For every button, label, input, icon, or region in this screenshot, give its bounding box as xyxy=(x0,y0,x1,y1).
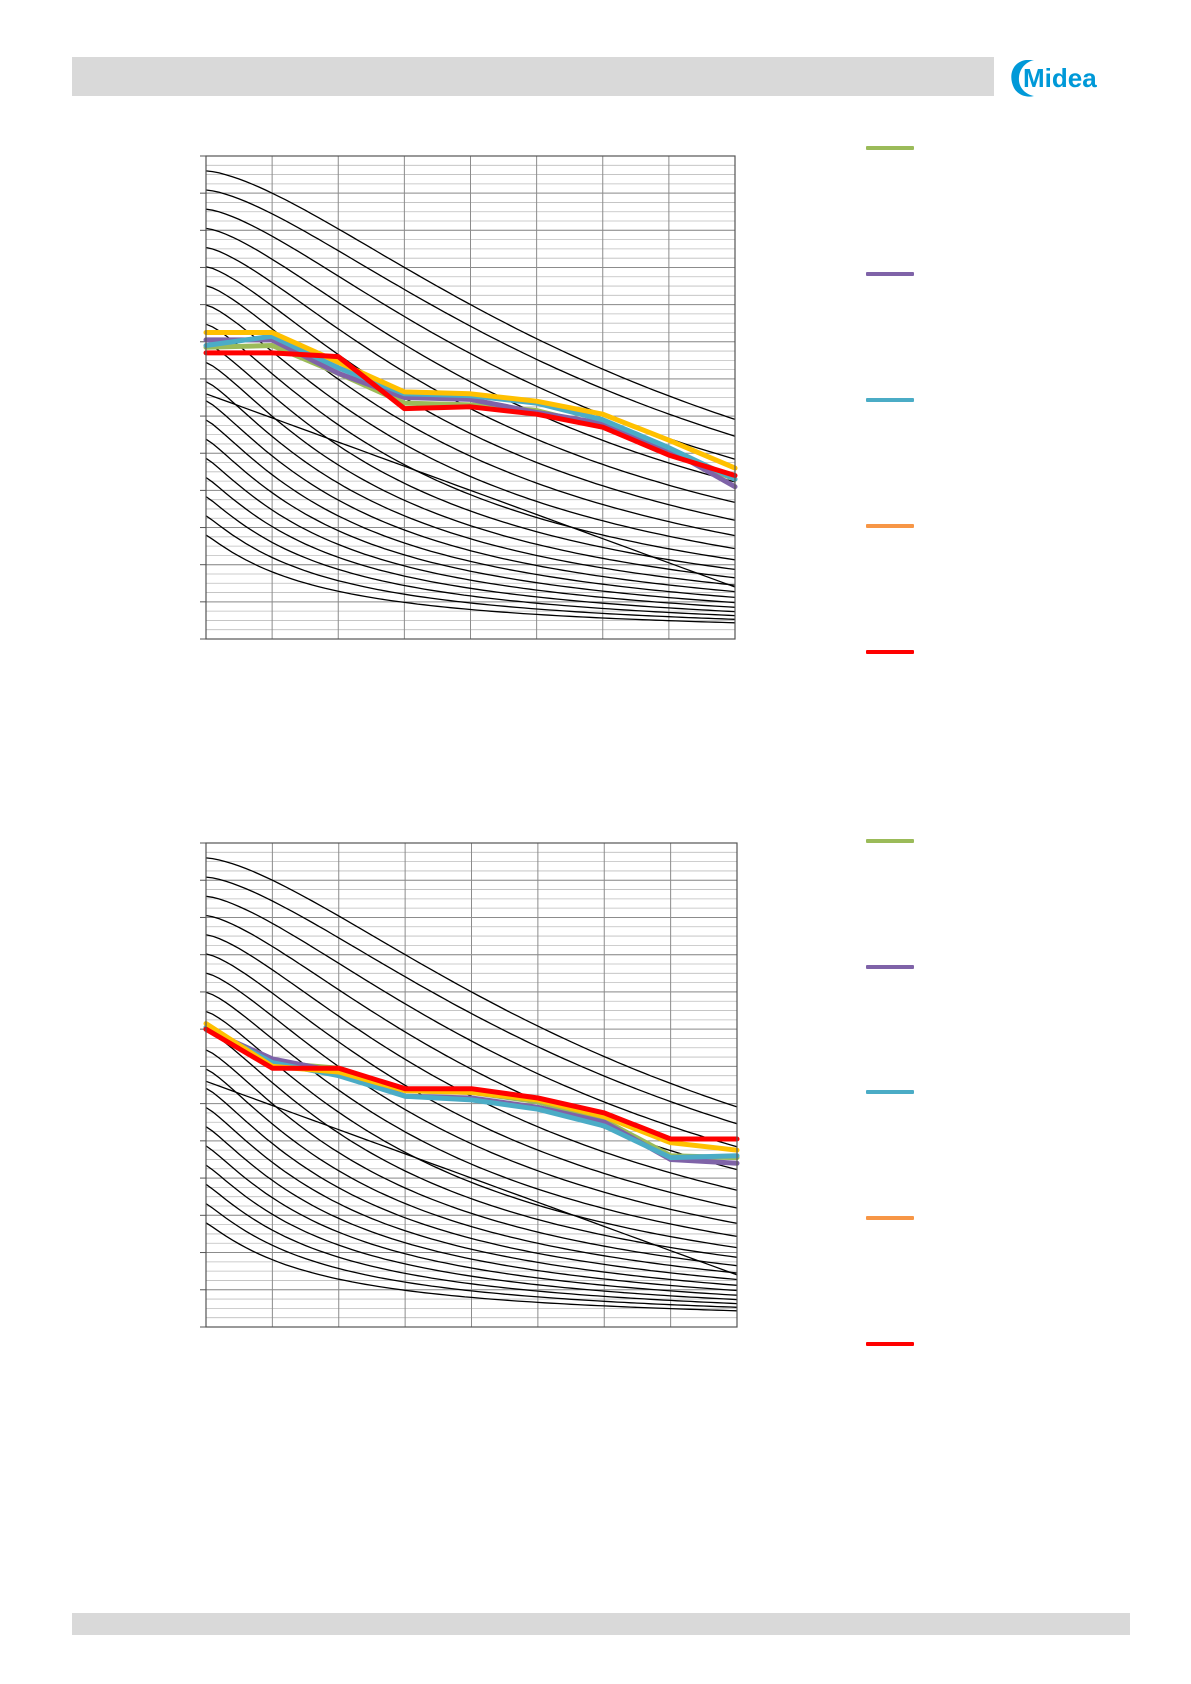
chart-1-background-curve xyxy=(205,393,736,588)
chart-2-background-curve xyxy=(205,953,738,1209)
chart-2-background-curve xyxy=(205,1049,738,1267)
chart-2-background-curve xyxy=(205,1106,738,1286)
chart-2-background-curve xyxy=(205,1010,738,1249)
chart-2-background-curve xyxy=(205,1145,738,1296)
chart-2-background-curve xyxy=(205,1183,738,1305)
chart-2-background-curve xyxy=(205,1222,738,1312)
chart-2-background-curve xyxy=(205,1030,738,1258)
chart-1-background-curve xyxy=(205,400,736,593)
chart-1-background-curve xyxy=(205,476,736,613)
legend-2-series-1 xyxy=(866,839,914,843)
chart-2-series-5-line xyxy=(203,1026,740,1142)
chart-2-background-curve xyxy=(205,1126,738,1292)
chart-2-background-curve xyxy=(205,895,738,1148)
chart-2-background-curve xyxy=(205,972,738,1224)
legend-1-series-4 xyxy=(866,524,914,528)
brand-name: Midea xyxy=(1023,63,1097,93)
chart-2-background-curve xyxy=(205,1087,738,1281)
legend-1-series-1 xyxy=(866,146,914,150)
legend-1-series-3 xyxy=(866,398,914,402)
chart-2-background-curve xyxy=(205,991,738,1238)
legend-1-series-2 xyxy=(866,272,914,276)
chart-2-background-curve xyxy=(205,1164,738,1301)
midea-logo: Midea xyxy=(1011,60,1097,97)
chart-1-background-curve xyxy=(205,266,736,521)
chart-1-background-curve xyxy=(205,170,736,421)
legend-2-series-5 xyxy=(866,1342,914,1346)
chart-2-plot xyxy=(200,842,740,1328)
footer-bar xyxy=(72,1613,1130,1635)
chart-1-background-curve xyxy=(205,534,736,624)
chart-1-series-5-line xyxy=(203,350,738,478)
legend-1-series-5 xyxy=(866,650,914,654)
chart-1-plot xyxy=(200,155,738,640)
chart-2-background-curve xyxy=(205,1068,738,1274)
chart-1-background-curve xyxy=(205,457,736,608)
chart-1-background-curve xyxy=(205,189,736,437)
chart-2 xyxy=(200,842,740,1328)
chart-1-background-curve xyxy=(205,381,736,586)
chart-2-background-curve xyxy=(205,857,738,1108)
legend-2-series-2 xyxy=(866,965,914,969)
chart-1-background-curve xyxy=(205,304,736,550)
chart-1-background-curve xyxy=(205,496,736,617)
chart-1-background-curve xyxy=(205,323,736,561)
header-bar xyxy=(72,57,994,96)
chart-1-background-curve xyxy=(205,515,736,620)
chart-1-plot-frame xyxy=(205,155,736,640)
chart-1-background-curve xyxy=(205,342,736,571)
legend-2-series-4 xyxy=(866,1216,914,1220)
chart-2-plot-frame xyxy=(205,842,738,1328)
chart-1-background-curve xyxy=(205,419,736,599)
logo-swoosh xyxy=(1011,60,1034,97)
chart-1-series-4-line xyxy=(203,330,738,471)
chart-2-background-curve xyxy=(205,1203,738,1308)
chart-1-background-curve xyxy=(205,227,736,483)
chart-2-background-curve xyxy=(205,1080,738,1276)
chart-1-background-curve xyxy=(205,361,736,579)
chart-1 xyxy=(200,155,738,640)
legend-2-series-3 xyxy=(866,1090,914,1094)
chart-2-background-curve xyxy=(205,876,738,1125)
chart-1-background-curve xyxy=(205,438,736,604)
